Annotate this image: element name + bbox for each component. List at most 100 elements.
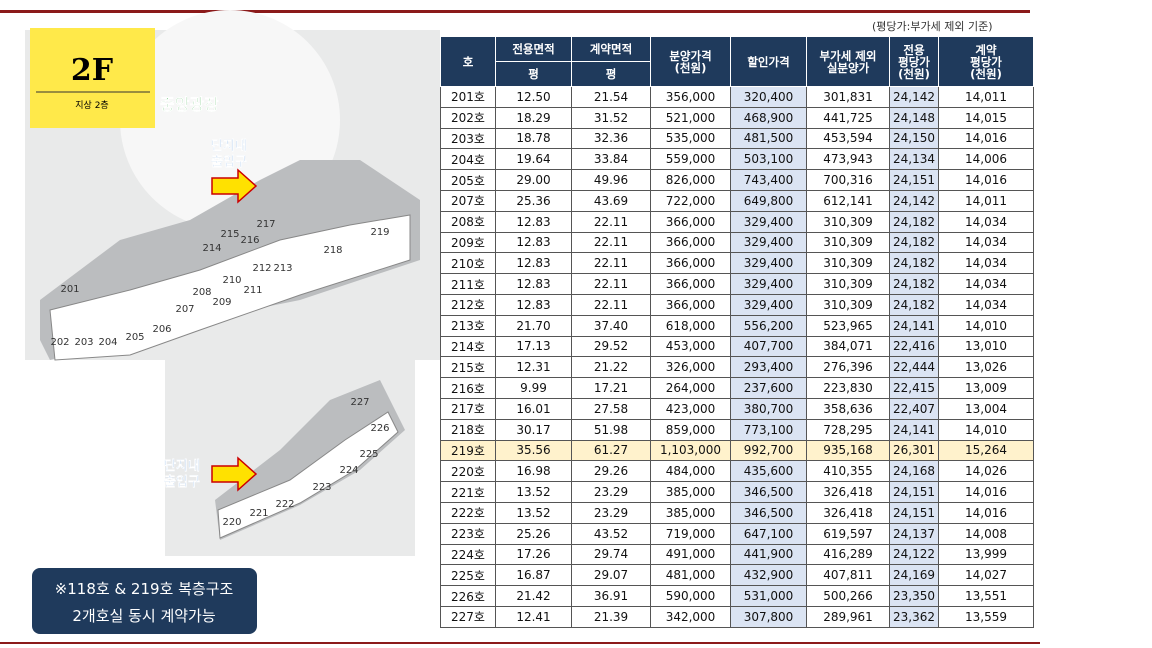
table-cell: 264,000 — [650, 377, 731, 399]
table-cell: 385,000 — [650, 501, 731, 524]
table-cell: 329,400 — [730, 231, 807, 254]
table-cell: 22,444 — [889, 356, 939, 379]
table-cell: 12.83 — [495, 252, 572, 275]
unit-label: 203 — [74, 337, 93, 348]
table-cell: 407,811 — [806, 564, 890, 587]
unit-label: 219 — [370, 227, 389, 238]
table-cell: 366,000 — [650, 293, 731, 316]
table-row: 221호 13.52 23.29 385,000 346,500 326,418 24,15… — [440, 481, 1034, 503]
table-cell: 22.11 — [571, 273, 651, 295]
table-row: 204호 19.64 33.84 559,000 503,100 473,943 24,13… — [440, 148, 1034, 171]
table-cell: 16.98 — [495, 460, 572, 483]
table-cell: 441,725 — [806, 106, 890, 129]
floor-sublabel: 지상 2층 — [75, 100, 108, 111]
table-cell: 590,000 — [650, 585, 731, 607]
table-cell: 992,700 — [730, 439, 807, 462]
table-row: 225호 16.87 29.07 481,000 432,900 407,811 24,16… — [440, 564, 1034, 587]
table-cell: 521,000 — [650, 106, 731, 129]
unit-label: 210 — [222, 275, 241, 286]
table-cell: 773,100 — [730, 418, 807, 441]
header-cell: 평 — [495, 61, 572, 87]
table-cell: 23.29 — [571, 481, 651, 503]
floor-badge — [30, 28, 155, 128]
table-cell: 618,000 — [650, 314, 731, 337]
table-cell: 27.58 — [571, 397, 651, 420]
table-cell: 213호 — [440, 314, 496, 337]
table-cell: 14,016 — [938, 481, 1034, 503]
table-cell: 432,900 — [730, 564, 807, 587]
unit-label: 213 — [273, 263, 292, 274]
unit-label: 205 — [125, 332, 144, 343]
table-cell: 215호 — [440, 356, 496, 379]
table-cell: 208호 — [440, 210, 496, 233]
unit-label: 223 — [312, 482, 331, 493]
table-cell: 224호 — [440, 543, 496, 566]
table-cell: 19.64 — [495, 148, 572, 171]
header-cell: 부가세 제외 실분양가 — [806, 36, 890, 87]
table-cell: 293,400 — [730, 356, 807, 379]
table-cell: 423,000 — [650, 397, 731, 420]
unit-label: 215 — [220, 229, 239, 240]
table-cell: 18.78 — [495, 127, 572, 150]
table-cell: 435,600 — [730, 460, 807, 483]
table-cell: 211호 — [440, 273, 496, 295]
table-cell: 29.26 — [571, 460, 651, 483]
table-row: 223호 25.26 43.52 719,000 647,100 619,597 24,13… — [440, 522, 1034, 545]
table-cell: 468,900 — [730, 106, 807, 129]
table-row: 218호 30.17 51.98 859,000 773,100 728,295 24,14… — [440, 418, 1034, 441]
table-cell: 356,000 — [650, 86, 731, 108]
table-cell: 14,034 — [938, 293, 1034, 316]
table-cell: 222호 — [440, 501, 496, 524]
table-cell: 217호 — [440, 397, 496, 420]
table-cell: 24,182 — [889, 231, 939, 254]
table-cell: 24,142 — [889, 86, 939, 108]
table-cell: 237,600 — [730, 377, 807, 399]
arrow — [211, 168, 258, 204]
table-row: 220호 16.98 29.26 484,000 435,600 410,355 24,16… — [440, 460, 1034, 483]
header-cell: 평 — [571, 61, 651, 87]
table-cell: 209호 — [440, 231, 496, 254]
table-cell: 453,000 — [650, 335, 731, 358]
table-cell: 301,831 — [806, 86, 890, 108]
table-cell: 24,148 — [889, 106, 939, 129]
unit-label: 204 — [98, 337, 117, 348]
table-cell: 22,407 — [889, 397, 939, 420]
table-cell: 21.39 — [571, 605, 651, 628]
table-cell: 21.54 — [571, 86, 651, 108]
callout-line: 2개호실 동시 계약가능 — [72, 607, 215, 625]
table-cell: 329,400 — [730, 252, 807, 275]
table-row: 213호 21.70 37.40 618,000 556,200 523,965 24,14… — [440, 314, 1034, 337]
table-cell: 310,309 — [806, 293, 890, 316]
table-cell: 43.69 — [571, 189, 651, 212]
table-cell: 223호 — [440, 522, 496, 545]
table-cell: 366,000 — [650, 273, 731, 295]
table-cell: 18.29 — [495, 106, 572, 129]
floor-label: 2F — [71, 53, 113, 88]
table-cell: 366,000 — [650, 210, 731, 233]
table-cell: 14,011 — [938, 86, 1034, 108]
unit-label: 222 — [275, 499, 294, 510]
table-cell: 31.52 — [571, 106, 651, 129]
table-cell: 220호 — [440, 460, 496, 483]
header-cell: 전용면적 — [495, 36, 572, 62]
table-cell: 500,266 — [806, 585, 890, 607]
price-table: 호 전용면적 계약면적 분양가격 (천원) 할인가격 부가세 제외 실분양가 전용 평당가 … — [440, 36, 1034, 628]
table-cell: 218호 — [440, 418, 496, 441]
table-cell: 22,415 — [889, 377, 939, 399]
unit-label: 201 — [60, 284, 79, 295]
table-cell: 320,400 — [730, 86, 807, 108]
table-cell: 276,396 — [806, 356, 890, 379]
table-cell: 416,289 — [806, 543, 890, 566]
table-cell: 826,000 — [650, 169, 731, 191]
table-cell: 201호 — [440, 86, 496, 108]
table-cell: 358,636 — [806, 397, 890, 420]
table-row: 216호 9.99 17.21 264,000 237,600 223,830 22,415… — [440, 377, 1034, 399]
table-cell: 326,000 — [650, 356, 731, 379]
header-cell: 분양가격 (천원) — [650, 36, 731, 87]
table-cell: 346,500 — [730, 481, 807, 503]
table-row: 202호 18.29 31.52 521,000 468,900 441,725 24,14… — [440, 106, 1034, 129]
table-cell: 207호 — [440, 189, 496, 212]
table-cell: 935,168 — [806, 439, 890, 462]
header-cell: 호 — [440, 36, 496, 87]
